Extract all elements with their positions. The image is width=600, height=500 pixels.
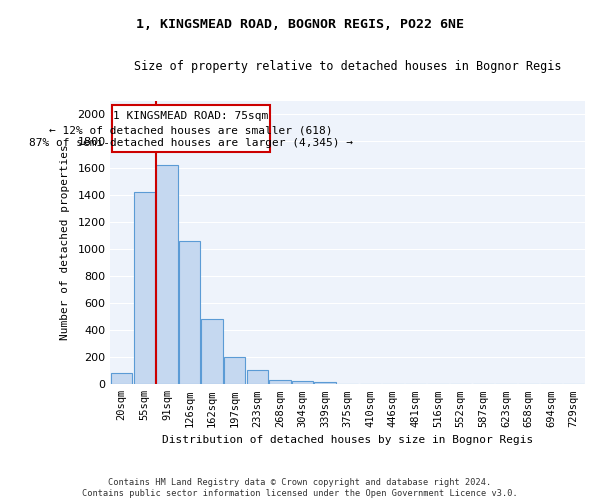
Bar <box>111 374 133 384</box>
Text: Contains HM Land Registry data © Crown copyright and database right 2024.
Contai: Contains HM Land Registry data © Crown c… <box>82 478 518 498</box>
Bar <box>202 320 223 384</box>
Title: Size of property relative to detached houses in Bognor Regis: Size of property relative to detached ho… <box>134 60 562 73</box>
Text: 1, KINGSMEAD ROAD, BOGNOR REGIS, PO22 6NE: 1, KINGSMEAD ROAD, BOGNOR REGIS, PO22 6N… <box>136 18 464 30</box>
Bar <box>179 241 200 384</box>
Bar <box>156 166 178 384</box>
Bar <box>269 380 290 384</box>
Text: 87% of semi-detached houses are larger (4,345) →: 87% of semi-detached houses are larger (… <box>29 138 353 148</box>
Text: 1 KINGSMEAD ROAD: 75sqm: 1 KINGSMEAD ROAD: 75sqm <box>113 112 268 122</box>
Text: ← 12% of detached houses are smaller (618): ← 12% of detached houses are smaller (61… <box>49 125 332 135</box>
X-axis label: Distribution of detached houses by size in Bognor Regis: Distribution of detached houses by size … <box>162 435 533 445</box>
Y-axis label: Number of detached properties: Number of detached properties <box>61 144 70 340</box>
Bar <box>314 382 336 384</box>
Bar <box>134 192 155 384</box>
Bar <box>292 381 313 384</box>
Bar <box>247 370 268 384</box>
Bar <box>224 356 245 384</box>
FancyBboxPatch shape <box>112 104 270 152</box>
